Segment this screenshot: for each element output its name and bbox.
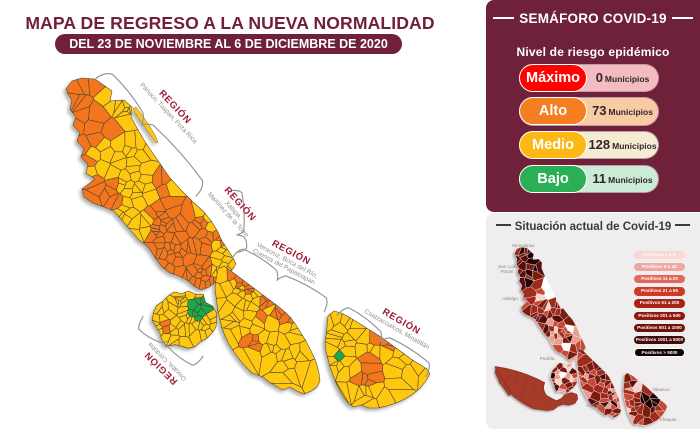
svg-text:Puebla: Puebla	[540, 356, 555, 361]
svg-text:Potosí: Potosí	[500, 269, 514, 274]
svg-text:San Luis: San Luis	[498, 264, 517, 269]
svg-text:Tabasco: Tabasco	[652, 387, 670, 392]
svg-text:Chiapas: Chiapas	[660, 417, 678, 422]
svg-text:Tamaulipas: Tamaulipas	[511, 243, 535, 248]
svg-text:Hidalgo: Hidalgo	[502, 296, 518, 301]
svg-text:Oaxaca: Oaxaca	[586, 403, 602, 408]
